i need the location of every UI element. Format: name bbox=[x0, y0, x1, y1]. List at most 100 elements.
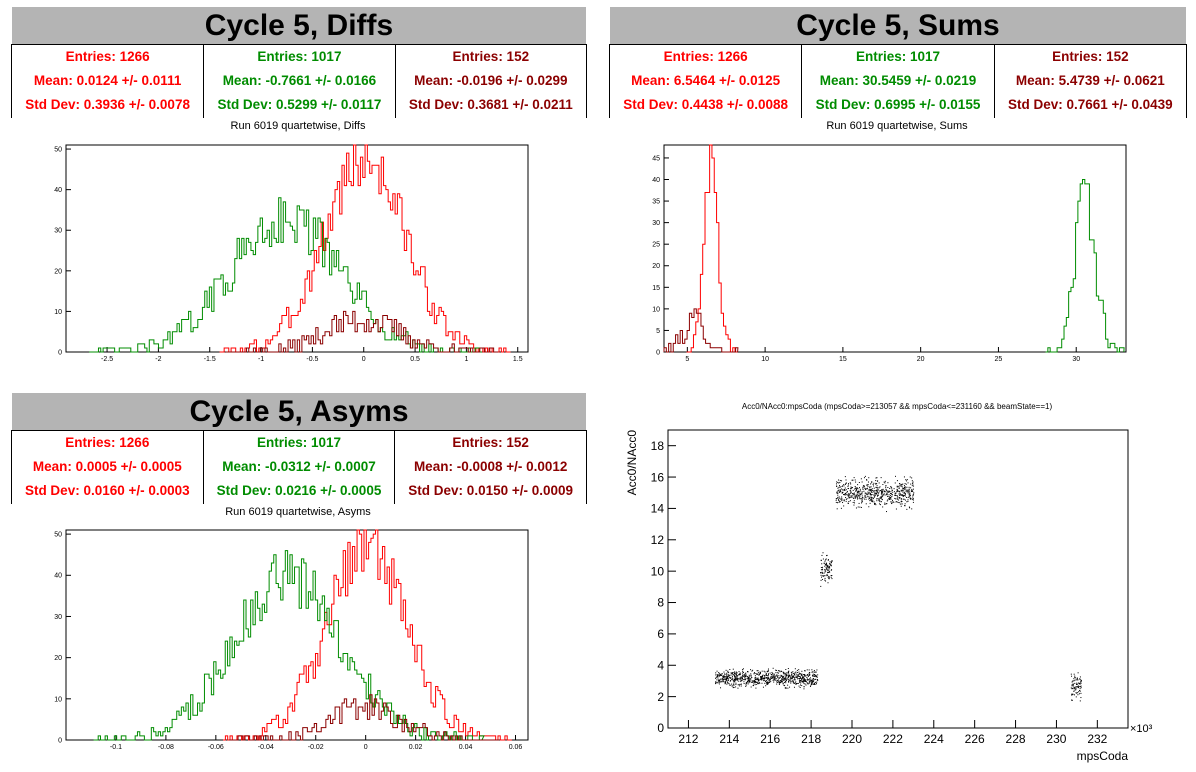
scatter-point bbox=[906, 489, 908, 491]
scatter-point bbox=[869, 488, 871, 490]
scatter-point bbox=[718, 681, 720, 683]
scatter-point bbox=[828, 572, 830, 574]
asyms-stats-box: Entries: 1266 Mean: 0.0005 +/- 0.0005 Std … bbox=[11, 430, 587, 504]
scatter-point bbox=[732, 679, 734, 681]
scatter-point bbox=[843, 489, 845, 491]
scatter-point bbox=[774, 677, 776, 679]
scatter-point bbox=[804, 683, 806, 685]
scatter-point bbox=[733, 684, 735, 686]
scatter-point bbox=[870, 498, 872, 500]
scatter-point bbox=[903, 489, 905, 491]
scatter-point bbox=[808, 671, 810, 673]
scatter-point bbox=[889, 497, 891, 499]
scatter-point bbox=[745, 684, 747, 686]
scatter-point bbox=[841, 496, 843, 498]
histogram-series-1 bbox=[223, 529, 512, 741]
scatter-point bbox=[717, 674, 719, 676]
x-tick-label: 0 bbox=[364, 744, 368, 751]
scatter-point bbox=[744, 673, 746, 675]
scatter-point bbox=[898, 485, 900, 487]
scatter-point bbox=[828, 566, 830, 568]
scatter-point bbox=[735, 677, 737, 679]
scatter-point bbox=[898, 490, 900, 492]
scatter-point bbox=[743, 674, 745, 676]
scatter-point bbox=[847, 487, 849, 489]
scatter-point bbox=[912, 498, 914, 500]
scatter-point bbox=[801, 675, 803, 677]
scatter-point bbox=[909, 507, 911, 509]
scatter-point bbox=[731, 672, 733, 674]
scatter-point bbox=[855, 489, 857, 491]
scatter-point bbox=[723, 676, 725, 678]
scatter-point bbox=[828, 570, 830, 572]
scatter-point bbox=[800, 684, 802, 686]
scatter-point bbox=[825, 570, 827, 572]
scatter-point bbox=[855, 488, 857, 490]
scatter-point bbox=[855, 507, 857, 509]
scatter-point bbox=[744, 674, 746, 676]
y-tick-label: 30 bbox=[652, 220, 660, 227]
scatter-point bbox=[870, 489, 872, 491]
scatter-point bbox=[856, 487, 858, 489]
scatter-point bbox=[722, 676, 724, 678]
scatter-point bbox=[767, 677, 769, 679]
y-tick-label: 35 bbox=[652, 199, 660, 206]
scatter-point bbox=[838, 498, 840, 500]
scatter-point bbox=[798, 674, 800, 676]
scatter-point bbox=[831, 575, 833, 577]
scatter-point bbox=[1072, 683, 1074, 685]
scatter-point bbox=[745, 681, 747, 683]
scatter-point bbox=[773, 678, 775, 680]
scatter-point bbox=[815, 683, 817, 685]
scatter-point bbox=[886, 492, 888, 494]
scatter-point bbox=[799, 681, 801, 683]
x-tick-label: -0.08 bbox=[158, 744, 174, 751]
scatter-point bbox=[910, 483, 912, 485]
scatter-point bbox=[795, 673, 797, 675]
scatter-point bbox=[744, 679, 746, 681]
scatter-point bbox=[1075, 686, 1077, 688]
scatter-point bbox=[797, 674, 799, 676]
scatter-point bbox=[729, 684, 731, 686]
scatter-point bbox=[751, 681, 753, 683]
scatter-point bbox=[802, 681, 804, 683]
scatter-point bbox=[782, 673, 784, 675]
scatter-point bbox=[805, 684, 807, 686]
scatter-point bbox=[743, 681, 745, 683]
scatter-point bbox=[857, 484, 859, 486]
scatter-point bbox=[884, 502, 886, 504]
scatter-point bbox=[740, 676, 742, 678]
scatter-point bbox=[729, 675, 731, 677]
scatter-point bbox=[767, 681, 769, 683]
scatter-point bbox=[875, 480, 877, 482]
scatter-point bbox=[827, 566, 829, 568]
scatter-point bbox=[799, 675, 801, 677]
scatter-point bbox=[794, 682, 796, 684]
scatter-point bbox=[890, 498, 892, 500]
scatter-point bbox=[829, 561, 831, 563]
scatter-point bbox=[756, 670, 758, 672]
scatter-point bbox=[905, 489, 907, 491]
scatter-point bbox=[1077, 685, 1079, 687]
scatter-point bbox=[865, 492, 867, 494]
scatter-point bbox=[872, 489, 874, 491]
scatter-point bbox=[904, 486, 906, 488]
scatter-point bbox=[857, 496, 859, 498]
scatter-point bbox=[773, 673, 775, 675]
scatter-point bbox=[754, 677, 756, 679]
scatter-point bbox=[848, 483, 850, 485]
scatter-point bbox=[870, 494, 872, 496]
scatter-point bbox=[746, 678, 748, 680]
scatter-point bbox=[844, 494, 846, 496]
scatter-point bbox=[810, 681, 812, 683]
sums-histogram: 5 10 15 20 25 30 0 5 10 15 20 25 30 35 40 45 bbox=[652, 144, 1127, 363]
scatter-point bbox=[904, 499, 906, 501]
scatter-point bbox=[798, 675, 800, 677]
scatter-point bbox=[860, 492, 862, 494]
scatter-point bbox=[795, 683, 797, 685]
x-tick-label: -0.5 bbox=[306, 356, 318, 363]
scatter-point bbox=[876, 483, 878, 485]
scatter-point bbox=[792, 671, 794, 673]
scatter-point bbox=[807, 682, 809, 684]
scatter-point bbox=[801, 670, 803, 672]
